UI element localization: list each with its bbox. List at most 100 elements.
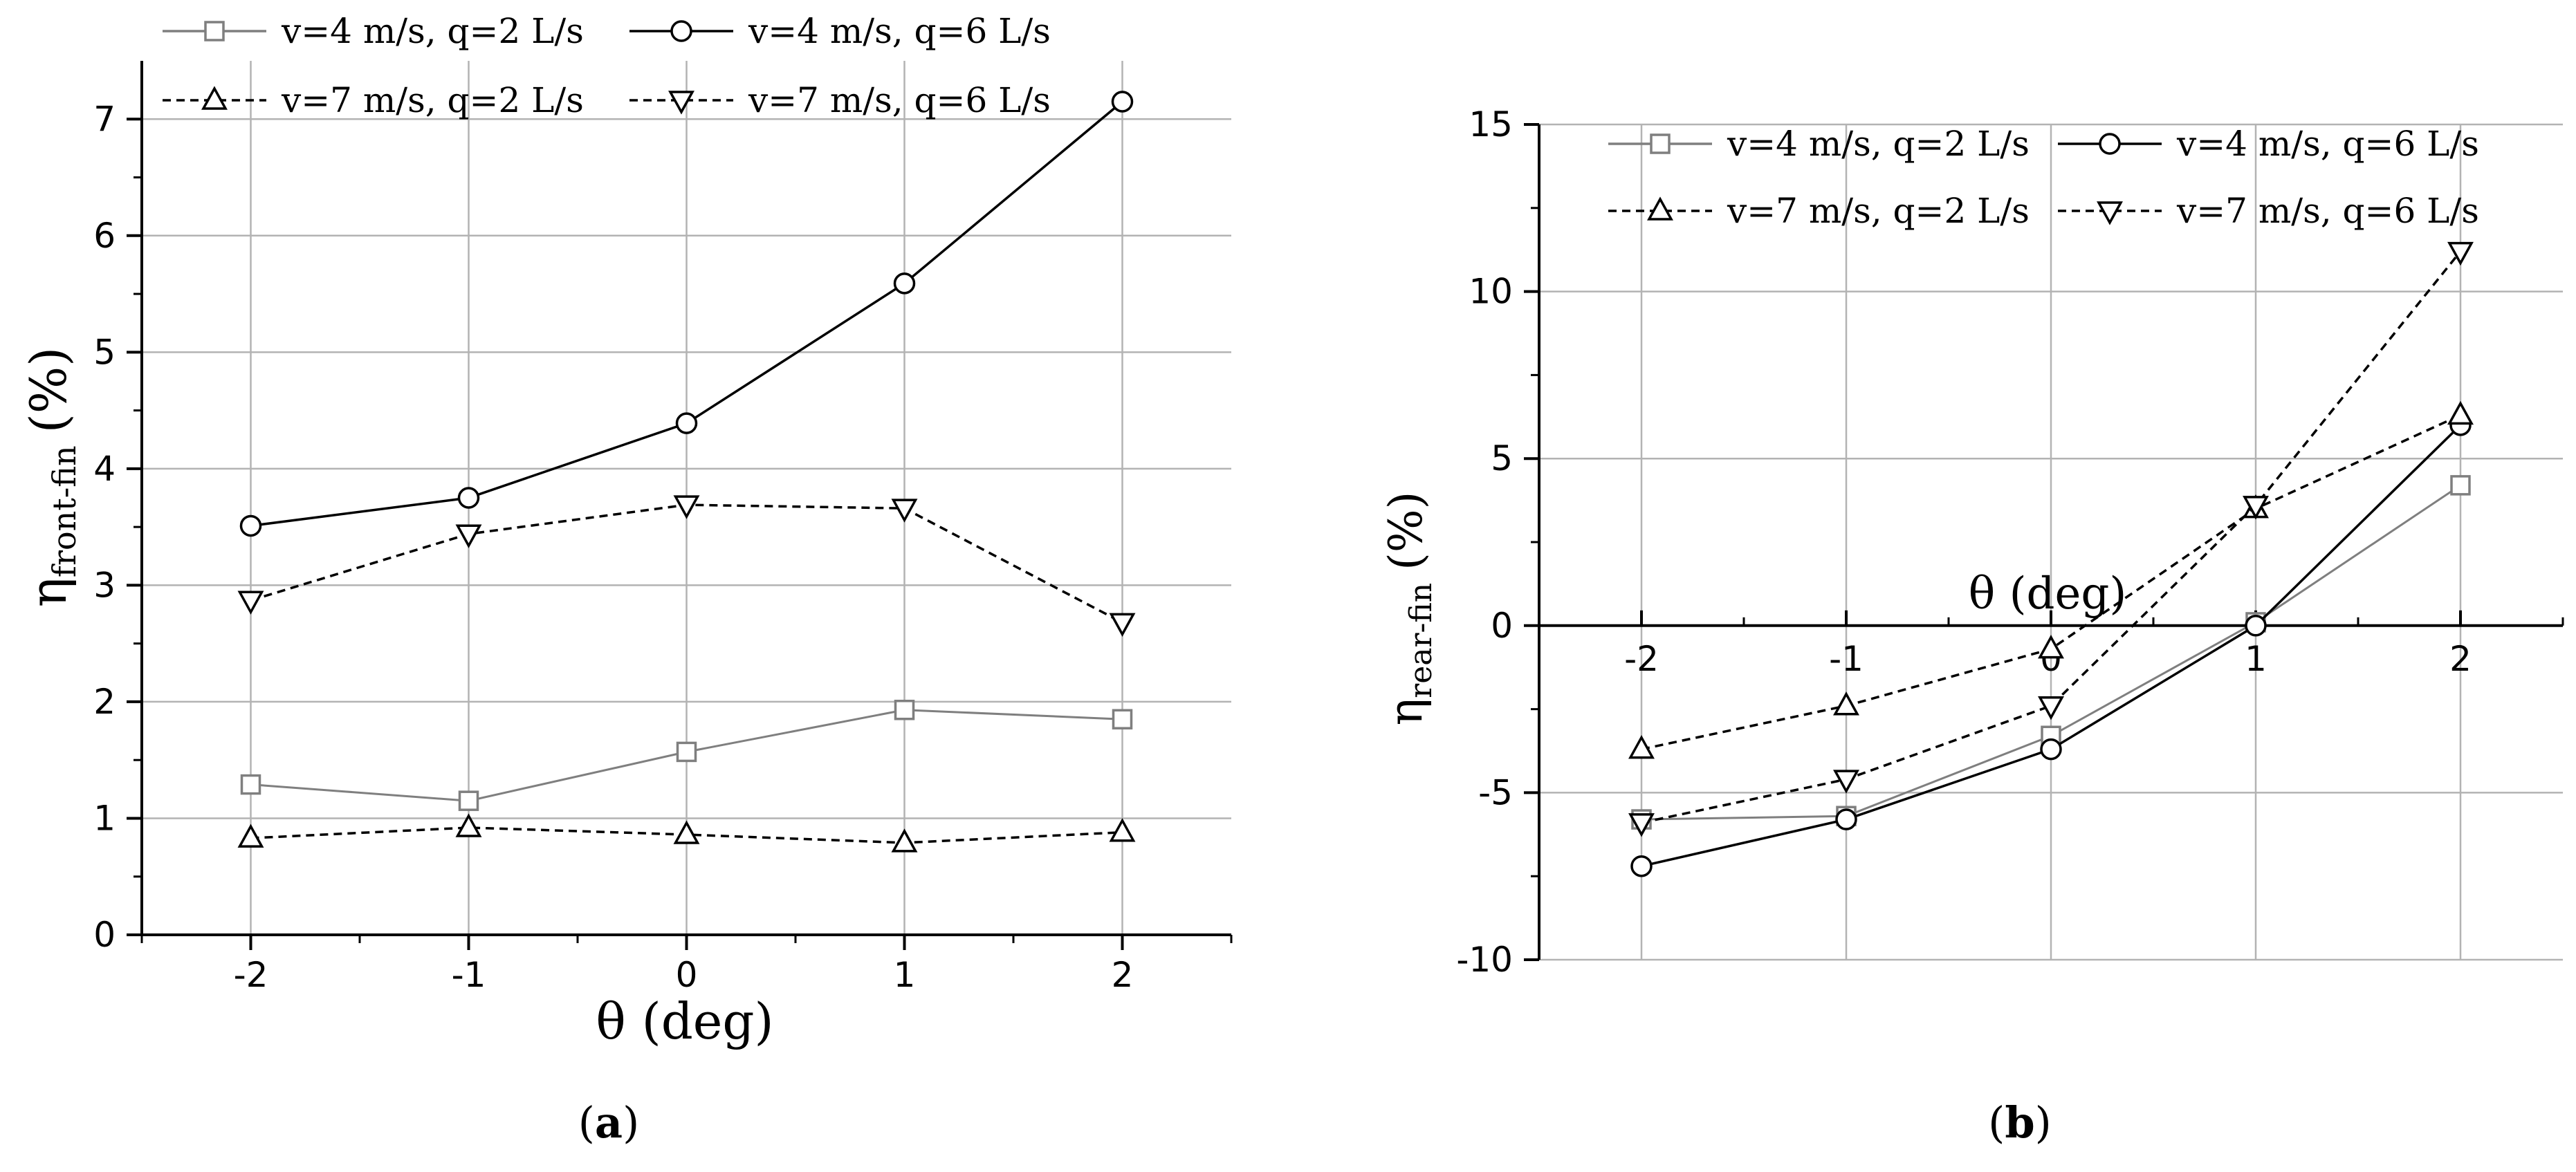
data-point-v-7-m-s-q-2-l-s <box>2447 400 2474 425</box>
data-point-v-7-m-s-q-6-l-s <box>237 590 264 615</box>
y-axis-subscript-b: rear-fin <box>1404 583 1439 698</box>
data-point-v-4-m-s-q-6-l-s <box>675 412 698 434</box>
series-line-v-7-m-s-q-6-l-s <box>1641 250 2462 824</box>
data-point-v-4-m-s-q-2-l-s <box>894 699 915 720</box>
data-point-v-4-m-s-q-6-l-s <box>1111 91 1134 113</box>
legend-marker-v-7-m-s-q-6-l-s <box>2097 201 2123 225</box>
data-point-v-7-m-s-q-2-l-s <box>455 813 482 837</box>
y-tick-label: 7 <box>93 99 116 139</box>
data-point-v-7-m-s-q-6-l-s <box>891 499 918 523</box>
y-axis-unit-b: (%) <box>1379 492 1433 570</box>
legend-label-v-4-m-s-q-6-l-s: v=4 m/s, q=6 L/s <box>748 11 1051 51</box>
legend-a: v=4 m/s, q=2 L/s v=4 m/s, q=6 L/s v=7 m/s,… <box>163 11 1051 120</box>
data-point-v-4-m-s-q-6-l-s <box>457 487 480 509</box>
panel-letter-a: a <box>595 1097 623 1148</box>
data-point-v-4-m-s-q-6-l-s <box>1630 855 1653 877</box>
axes-a <box>127 61 1233 950</box>
x-tick-label: -2 <box>1624 639 1659 679</box>
legend-marker-v-7-m-s-q-6-l-s <box>668 91 694 115</box>
data-point-v-7-m-s-q-6-l-s <box>2038 696 2064 720</box>
data-point-v-7-m-s-q-6-l-s <box>2243 496 2269 520</box>
data-point-v-7-m-s-q-2-l-s <box>673 820 700 844</box>
y-tick-label: 5 <box>93 332 116 372</box>
legend-label-v-7-m-s-q-2-l-s: v=7 m/s, q=2 L/s <box>1727 191 2030 231</box>
y-tick-label: 10 <box>1469 272 1513 312</box>
y-axis-symbol-b: η <box>1379 698 1433 726</box>
x-tick-label: -1 <box>1829 639 1864 679</box>
x-tick-labels-a: -2 -1 0 1 2 <box>234 955 1134 995</box>
y-tick-label: 5 <box>1491 438 1513 478</box>
data-point-v-7-m-s-q-2-l-s <box>1109 818 1136 842</box>
data-point-v-7-m-s-q-2-l-s <box>1628 734 1655 759</box>
data-point-v-7-m-s-q-6-l-s <box>2447 241 2474 266</box>
data-point-v-4-m-s-q-6-l-s <box>2040 738 2062 761</box>
legend-marker-v-7-m-s-q-2-l-s <box>1647 196 1673 221</box>
y-tick-labels-b: -10 -5 0 5 10 15 <box>1456 104 1513 980</box>
legend-label-v-7-m-s-q-2-l-s: v=7 m/s, q=2 L/s <box>281 80 584 120</box>
legend-label-v-4-m-s-q-2-l-s: v=4 m/s, q=2 L/s <box>1727 124 2030 164</box>
y-axis-symbol-a: η <box>19 577 77 607</box>
legend-marker-v-7-m-s-q-2-l-s <box>201 86 228 110</box>
legend-marker-v-4-m-s-q-6-l-s <box>670 20 692 42</box>
x-axis-label-a: θ (deg) <box>596 992 773 1050</box>
panel-caption-b: (b) <box>1988 1097 2052 1148</box>
x-tick-label: -2 <box>234 955 268 995</box>
legend-marker-v-4-m-s-q-2-l-s <box>1650 133 1671 154</box>
legend-b: v=4 m/s, q=2 L/s v=4 m/s, q=6 L/s v=7 m/s,… <box>1608 124 2479 231</box>
data-point-v-7-m-s-q-6-l-s <box>1109 613 1136 637</box>
y-tick-label: 0 <box>93 915 116 955</box>
data-point-v-4-m-s-q-6-l-s <box>2245 615 2267 637</box>
data-point-v-7-m-s-q-2-l-s <box>2038 635 2064 659</box>
data-point-v-4-m-s-q-2-l-s <box>1112 709 1133 729</box>
y-axis-unit-a: (%) <box>19 347 77 434</box>
data-point-v-7-m-s-q-6-l-s <box>455 524 482 548</box>
legend-label-v-7-m-s-q-6-l-s: v=7 m/s, q=6 L/s <box>748 80 1051 120</box>
data-point-v-7-m-s-q-2-l-s <box>237 824 264 848</box>
y-tick-label: 2 <box>93 682 116 722</box>
data-point-v-7-m-s-q-6-l-s <box>1833 770 1859 794</box>
x-tick-label: -1 <box>452 955 486 995</box>
y-tick-label: 1 <box>93 798 116 838</box>
series-b <box>1628 241 2474 877</box>
data-point-v-4-m-s-q-2-l-s <box>240 774 261 795</box>
y-axis-label-a: ηfront-fin (%) <box>19 347 83 607</box>
x-tick-label: 1 <box>2245 639 2267 679</box>
x-axis-label-b: θ (deg) <box>1969 568 2127 620</box>
y-tick-labels-a: 0 1 2 3 4 5 6 7 <box>93 99 116 955</box>
data-point-v-4-m-s-q-2-l-s <box>676 741 697 763</box>
x-tick-label: 2 <box>2449 639 2472 679</box>
legend-marker-v-4-m-s-q-2-l-s <box>204 21 225 41</box>
data-point-v-7-m-s-q-2-l-s <box>1833 691 1859 716</box>
y-tick-label: 6 <box>93 216 116 256</box>
data-point-v-7-m-s-q-6-l-s <box>673 495 700 519</box>
axes-b <box>1524 123 2564 961</box>
y-tick-label: 3 <box>93 565 116 605</box>
data-point-v-4-m-s-q-6-l-s <box>893 272 916 295</box>
data-point-v-7-m-s-q-2-l-s <box>891 828 918 853</box>
panel-letter-b: b <box>2005 1097 2034 1148</box>
x-tick-label: 0 <box>676 955 698 995</box>
legend-marker-v-4-m-s-q-6-l-s <box>2099 133 2121 155</box>
y-tick-label: -10 <box>1456 940 1513 980</box>
data-point-v-4-m-s-q-6-l-s <box>1835 808 1857 830</box>
y-tick-label: 0 <box>1491 606 1513 646</box>
x-tick-label: 2 <box>1112 955 1134 995</box>
series-a <box>237 91 1136 853</box>
data-point-v-4-m-s-q-2-l-s <box>458 790 479 811</box>
y-axis-subscript-a: front-fin <box>46 445 83 577</box>
data-point-v-4-m-s-q-2-l-s <box>2450 475 2471 496</box>
legend-label-v-7-m-s-q-6-l-s: v=7 m/s, q=6 L/s <box>2176 191 2479 231</box>
data-point-v-4-m-s-q-6-l-s <box>239 514 262 537</box>
y-axis-label-b: ηrear-fin (%) <box>1379 492 1439 726</box>
legend-label-v-4-m-s-q-2-l-s: v=4 m/s, q=2 L/s <box>281 11 584 51</box>
panel-caption-a: (a) <box>578 1097 640 1148</box>
data-point-v-7-m-s-q-6-l-s <box>1628 813 1655 837</box>
legend-label-v-4-m-s-q-6-l-s: v=4 m/s, q=6 L/s <box>2176 124 2479 164</box>
y-tick-label: 4 <box>93 449 116 489</box>
y-tick-label: -5 <box>1478 772 1513 812</box>
x-tick-label: 1 <box>894 955 916 995</box>
y-tick-label: 15 <box>1469 104 1513 145</box>
